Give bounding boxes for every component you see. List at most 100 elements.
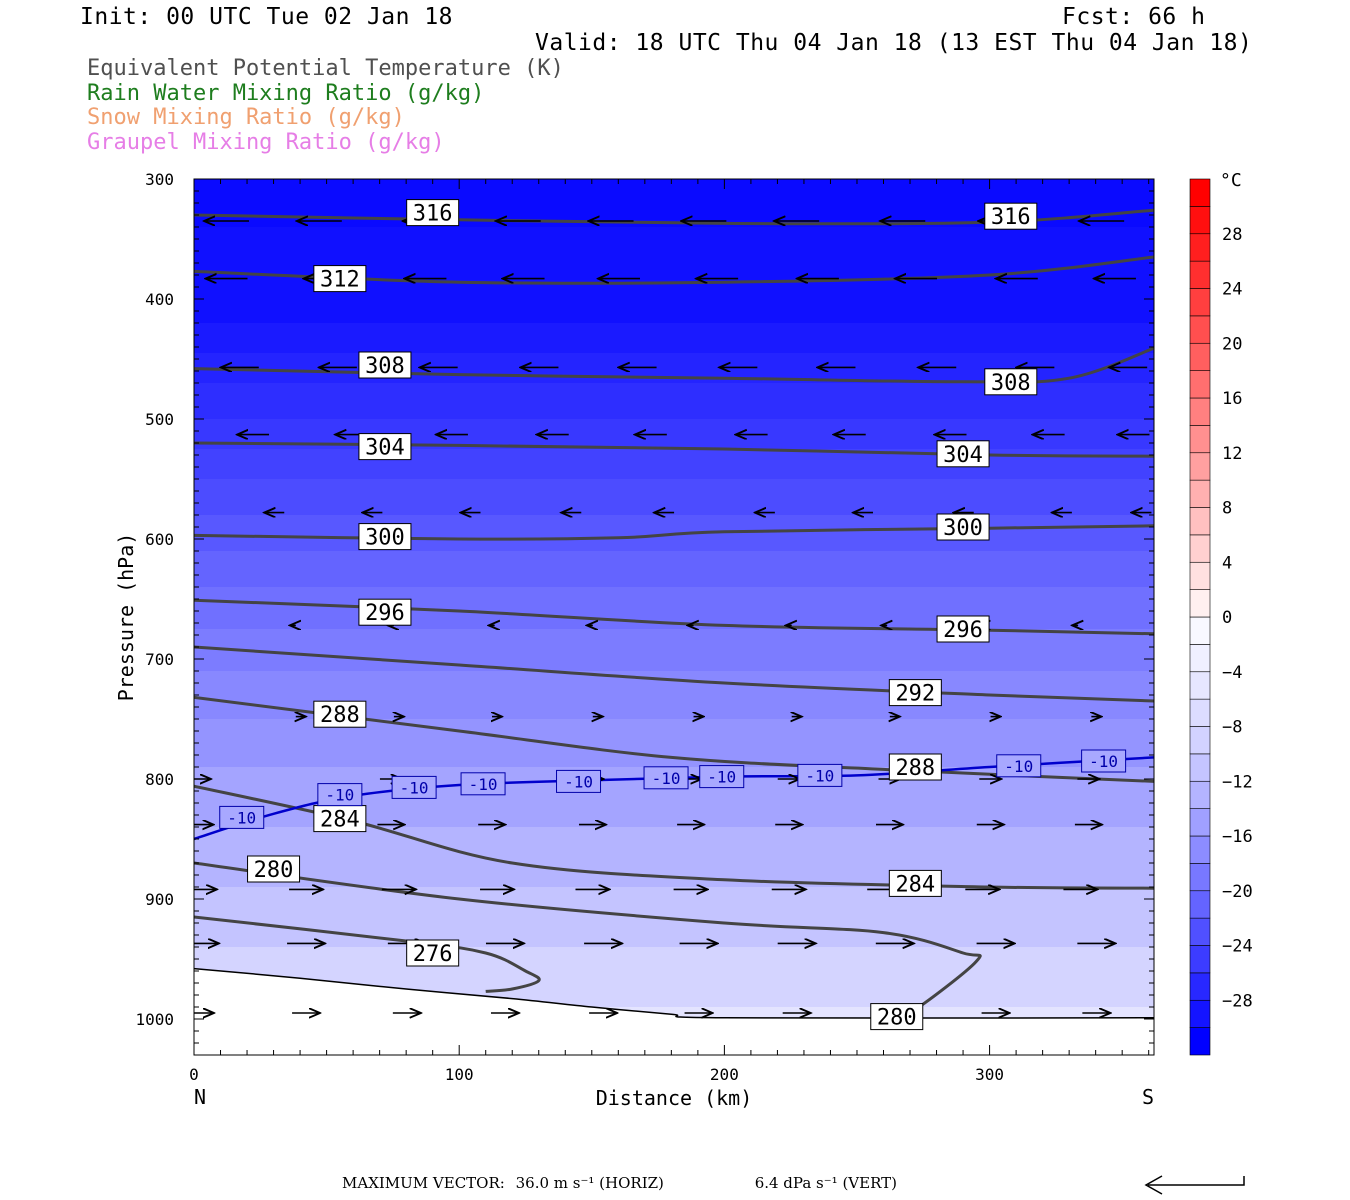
colorbar-unit: °C [1220,170,1242,191]
theta-e-label-text: 296 [365,601,405,626]
temp-label-box [317,783,363,807]
temp-label: -10 [1081,749,1127,773]
axes: 300 400 500 600 700 800 900 1000 0 100 200 300 [135,170,1154,1084]
temp-label: -10 [797,763,843,787]
north-label: N [194,1085,206,1109]
theta-e-label: 284 [888,869,942,897]
temp-label: -10 [460,772,506,796]
theta-e-label: 292 [888,679,942,707]
theta-e-label: 316 [984,202,1038,230]
temp-label: -10 [556,769,602,793]
theta-e-label: 308 [984,368,1038,396]
ground-mask [194,967,1154,1055]
theta-e-label: 280 [870,1003,924,1031]
theta-e-label-text: 276 [413,942,453,967]
temp-label-box [460,772,506,796]
y-tick-label: 1000 [135,1010,174,1029]
temp-label-text: -10 [564,772,593,791]
legend-snow: Snow Mixing Ratio (g/kg) [87,105,405,130]
theta-e-contour-292 [194,645,1154,703]
reference-vector [1144,1175,1245,1195]
colorbar-swatch [1189,698,1211,727]
temp-label-box [699,765,745,789]
colorbar-swatch [1189,452,1211,481]
y-tick-label: 600 [145,530,174,549]
label-box [888,753,942,781]
colorbar-swatch [1189,917,1211,946]
max-vector-label: MAXIMUM VECTOR: [342,1174,505,1192]
theta-e-label-text: 316 [991,205,1031,230]
theta-e-label-text: 280 [254,858,294,883]
theta-e-contour-276 [194,915,541,993]
temp-label-text: -10 [652,769,681,788]
theta-e-label-text: 304 [943,443,983,468]
x-tick-label: 300 [975,1065,1004,1084]
theta-e-label: 280 [247,855,301,883]
theta-e-label-text: 308 [991,371,1031,396]
colorbar-label: 20 [1222,334,1242,354]
y-tick-label: 400 [145,290,174,309]
legend-graupel: Graupel Mixing Ratio (g/kg) [87,130,445,155]
label-box [358,598,412,626]
theta-e-contour-304 [194,441,1154,458]
y-axis-label: Pressure (hPa) [114,533,138,702]
theta-e-label-text: 316 [413,202,453,227]
temperature-contours [194,756,1154,841]
x-axis-label: Distance (km) [596,1086,753,1110]
temp-band [194,449,1154,480]
x-tick-label: 200 [710,1065,739,1084]
colorbar-label: −8 [1222,718,1242,738]
colorbar-swatch [1189,1027,1211,1056]
colorbar-swatch [1189,945,1211,974]
theta-e-label-text: 304 [365,436,405,461]
theta-e-contour-280 [194,861,982,1021]
theta-e-label-text: 284 [320,808,360,833]
colorbar-label: −12 [1222,772,1253,792]
temp-label-text: -10 [400,778,429,797]
max-vector-footer: MAXIMUM VECTOR: 36.0 m s⁻¹ (HORIZ) 6.4 d… [342,1174,903,1192]
temp-label-text: -10 [227,808,256,827]
colorbar-swatch [1189,808,1211,837]
theta-e-label: 288 [888,753,942,781]
y-tick-label: 500 [145,410,174,429]
theta-e-label: 284 [313,805,367,833]
y-tick-label: 800 [145,770,174,789]
temp-label-text: -10 [469,775,498,794]
temp-band [194,887,1154,948]
colorbar-swatch [1189,342,1211,371]
temp-label: -10 [699,765,745,789]
x-tick-label: 0 [189,1065,199,1084]
legend-theta-e: Equivalent Potential Temperature (K) [87,56,564,81]
theta-e-label: 304 [358,433,412,461]
y-tick-label: 700 [145,650,174,669]
temp-label-box [556,769,602,793]
theta-e-label-text: 280 [877,1006,917,1031]
label-box [313,700,367,728]
theta-e-label: 312 [313,265,367,293]
label-box [870,1003,924,1031]
init-time: Init: 00 UTC Tue 02 Jan 18 [80,4,454,30]
colorbar-swatch [1189,863,1211,892]
colorbar-label: 28 [1222,225,1242,245]
theta-e-label: 276 [406,939,460,967]
label-box [358,351,412,379]
theta-e-label: 300 [936,513,990,541]
colorbar-swatch [1189,507,1211,536]
colorbar-label: 0 [1222,608,1232,628]
temperature-fill [194,179,1154,1055]
temp-label-box [643,766,689,790]
theta-e-label-text: 312 [320,268,360,293]
wind-vectors [194,221,1152,1013]
colorbar-label: 12 [1222,444,1242,464]
theta-e-label-text: 292 [895,682,935,707]
plot-frame [193,178,1155,1056]
theta-e-label: 296 [936,615,990,643]
colorbar-label: −20 [1222,882,1253,902]
temp-contour--10 [194,756,1154,841]
label-box [406,939,460,967]
colorbar-swatch [1189,370,1211,399]
legend-rain: Rain Water Mixing Ratio (g/kg) [87,81,485,106]
colorbar-label: −4 [1222,663,1242,683]
temp-label: -10 [317,783,363,807]
max-vector-horiz: 36.0 m s⁻¹ (HORIZ) [515,1174,664,1192]
